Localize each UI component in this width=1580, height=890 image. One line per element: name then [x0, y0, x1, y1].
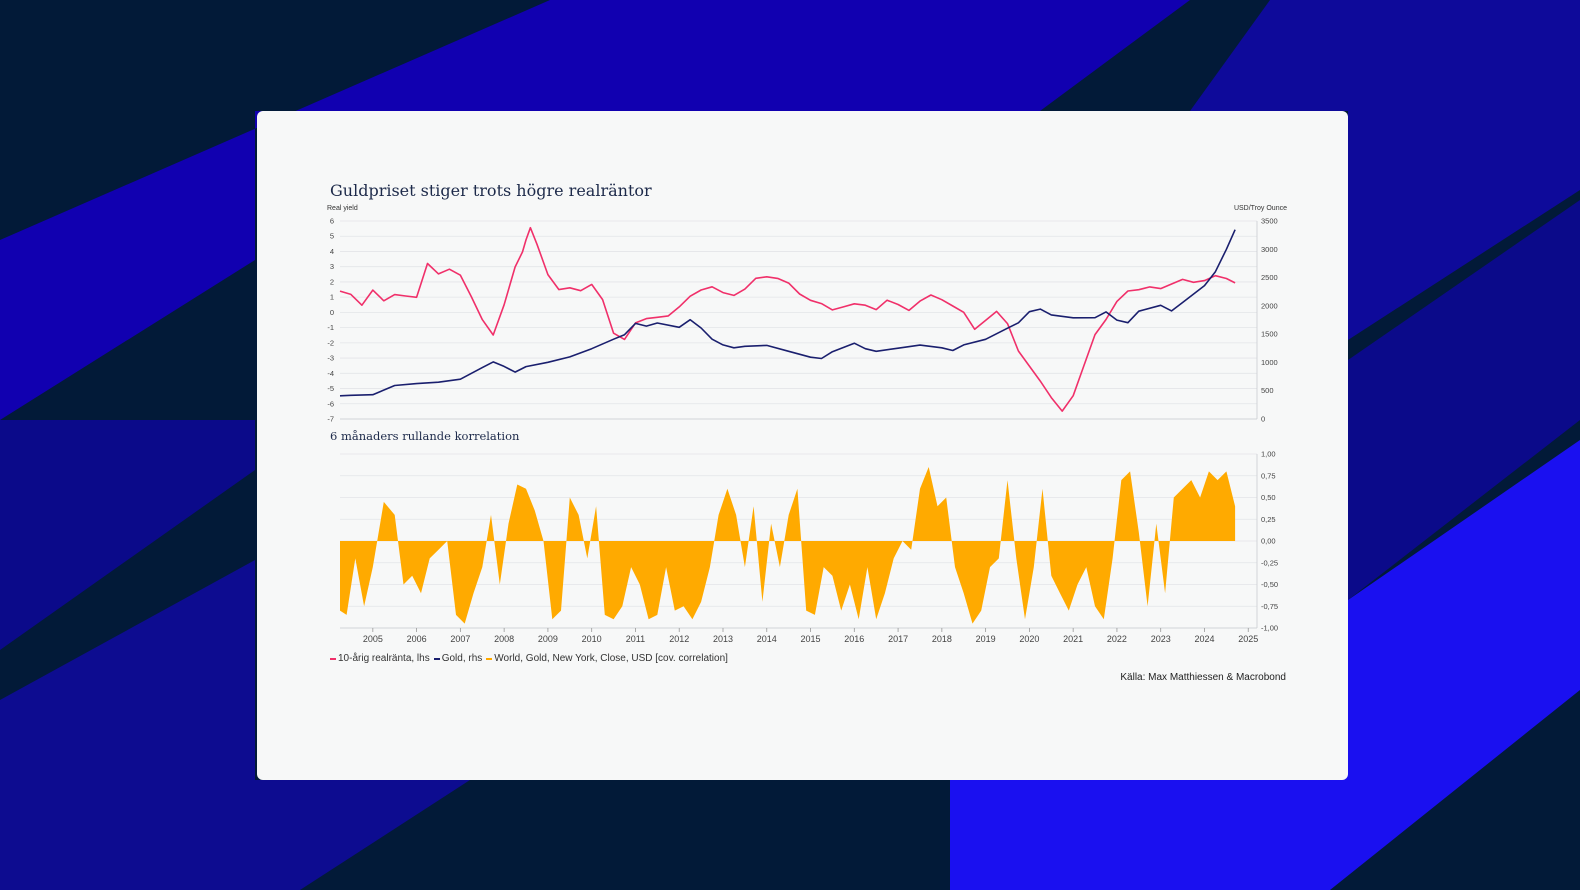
correlation-tick-label: 0,25 [1261, 515, 1276, 524]
left-tick-label: 4 [330, 247, 334, 256]
stripe-top-right [1190, 0, 1580, 340]
stripe-bottom-left [0, 560, 470, 890]
correlation-tick-label: 0,50 [1261, 493, 1276, 502]
x-tick-label: 2015 [801, 634, 821, 644]
legend-label-correlation: World, Gold, New York, Close, USD [cov. … [494, 653, 728, 664]
legend: 10-årig realränta, lhs Gold, rhs World, … [330, 653, 728, 664]
legend-item-correlation: World, Gold, New York, Close, USD [cov. … [486, 653, 728, 664]
x-tick-label: 2009 [538, 634, 558, 644]
x-tick-label: 2022 [1107, 634, 1127, 644]
x-tick-label: 2023 [1151, 634, 1171, 644]
x-tick-label: 2020 [1019, 634, 1039, 644]
x-tick-label: 2011 [626, 634, 645, 644]
source-note: Källa: Max Matthiessen & Macrobond [1120, 672, 1286, 683]
legend-label-gold: Gold, rhs [441, 653, 483, 664]
left-tick-label: -2 [327, 338, 334, 347]
right-axis-label: USD/Troy Ounce [1233, 205, 1287, 212]
correlation-tick-label: 0,00 [1261, 537, 1276, 546]
left-tick-label: -7 [327, 415, 334, 424]
left-tick-label: 6 [330, 217, 334, 226]
x-tick-label: 2005 [363, 634, 383, 644]
correlation-tick-label: 0,75 [1261, 471, 1276, 480]
left-tick-label: 2 [330, 277, 334, 286]
left-tick-label: 0 [330, 308, 334, 317]
x-tick-label: 2014 [757, 634, 777, 644]
legend-item-gold: Gold, rhs [433, 653, 483, 664]
stripe-top [0, 0, 1190, 420]
x-tick-label: 2019 [976, 634, 996, 644]
correlation-tick-label: -0,75 [1261, 602, 1278, 611]
x-tick-label: 2007 [450, 634, 470, 644]
stripe-left [0, 420, 255, 650]
right-tick-label: 500 [1261, 386, 1274, 395]
legend-item-real-yield: 10-årig realränta, lhs [330, 653, 430, 664]
x-tick-label: 2025 [1238, 634, 1258, 644]
left-axis-label: Real yield [327, 205, 358, 212]
chart-title: Guldpriset stiger trots högre realräntor [330, 181, 652, 200]
left-tick-label: -5 [327, 384, 334, 393]
correlation-area [340, 467, 1236, 624]
left-tick-label: -1 [327, 323, 334, 332]
x-tick-label: 2021 [1063, 634, 1083, 644]
stripe-bottom-right [950, 440, 1580, 890]
series-line-real-yield [339, 226, 1236, 412]
x-tick-label: 2017 [888, 634, 908, 644]
left-tick-label: -3 [327, 354, 334, 363]
right-tick-label: 0 [1261, 415, 1265, 424]
right-tick-label: 1000 [1261, 358, 1278, 367]
x-tick-label: 2008 [494, 634, 514, 644]
series-line-gold [339, 229, 1236, 397]
x-tick-label: 2016 [844, 634, 864, 644]
x-tick-label: 2010 [582, 634, 602, 644]
correlation-tick-label: 1,00 [1261, 450, 1276, 459]
right-tick-label: 3500 [1261, 217, 1278, 226]
left-tick-label: 1 [330, 293, 334, 302]
legend-swatch-gold [433, 657, 440, 660]
x-tick-label: 2006 [407, 634, 427, 644]
legend-swatch-correlation [486, 657, 493, 660]
chart-card: 6 5 4 3 2 1 0 -1 -2 -3 -4 -5 -6 -7 3500 3000 2500 2000 150… [257, 111, 1348, 780]
legend-label-real-yield: 10-årig realränta, lhs [338, 653, 430, 664]
correlation-tick-label: -1,00 [1261, 624, 1278, 633]
left-tick-label: 3 [330, 262, 334, 271]
stripe-right [1348, 200, 1580, 600]
right-tick-label: 2000 [1261, 301, 1278, 310]
x-tick-label: 2012 [669, 634, 689, 644]
chart-svg: 6 5 4 3 2 1 0 -1 -2 -3 -4 -5 -6 -7 3500 3000 2500 2000 150… [327, 217, 1278, 645]
x-tick-label: 2018 [932, 634, 952, 644]
left-tick-label: -6 [327, 399, 334, 408]
right-tick-label: 3000 [1261, 245, 1278, 254]
left-tick-label: 5 [330, 232, 334, 241]
correlation-tick-label: -0,25 [1261, 558, 1278, 567]
x-tick-label: 2013 [713, 634, 733, 644]
correlation-title: 6 månaders rullande korrelation [330, 429, 520, 443]
correlation-tick-label: -0,50 [1261, 580, 1278, 589]
left-tick-label: -4 [327, 369, 334, 378]
x-tick-label: 2024 [1194, 634, 1214, 644]
right-tick-label: 1500 [1261, 330, 1278, 339]
right-tick-label: 2500 [1261, 273, 1278, 282]
legend-swatch-real-yield [330, 657, 336, 660]
